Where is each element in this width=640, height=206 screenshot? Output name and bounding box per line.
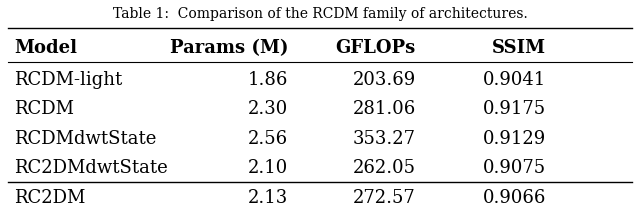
Text: Model: Model [14, 39, 77, 57]
Text: 2.30: 2.30 [248, 100, 288, 118]
Text: 0.9175: 0.9175 [483, 100, 546, 118]
Text: RCDMdwtState: RCDMdwtState [14, 129, 157, 147]
Text: Table 1:  Comparison of the RCDM family of architectures.: Table 1: Comparison of the RCDM family o… [113, 7, 527, 21]
Text: 1.86: 1.86 [248, 71, 288, 89]
Text: 281.06: 281.06 [353, 100, 415, 118]
Text: RC2DMdwtState: RC2DMdwtState [14, 158, 168, 176]
Text: RCDM-light: RCDM-light [14, 71, 122, 89]
Text: 262.05: 262.05 [353, 158, 415, 176]
Text: 0.9075: 0.9075 [483, 158, 546, 176]
Text: 2.10: 2.10 [248, 158, 288, 176]
Text: 2.56: 2.56 [248, 129, 288, 147]
Text: 0.9129: 0.9129 [483, 129, 546, 147]
Text: Params (M): Params (M) [170, 39, 288, 57]
Text: 203.69: 203.69 [353, 71, 415, 89]
Text: 0.9041: 0.9041 [483, 71, 546, 89]
Text: SSIM: SSIM [492, 39, 546, 57]
Text: 353.27: 353.27 [353, 129, 415, 147]
Text: 272.57: 272.57 [353, 188, 415, 206]
Text: GFLOPs: GFLOPs [335, 39, 415, 57]
Text: RCDM: RCDM [14, 100, 74, 118]
Text: 2.13: 2.13 [248, 188, 288, 206]
Text: 0.9066: 0.9066 [483, 188, 546, 206]
Text: RC2DM: RC2DM [14, 188, 86, 206]
